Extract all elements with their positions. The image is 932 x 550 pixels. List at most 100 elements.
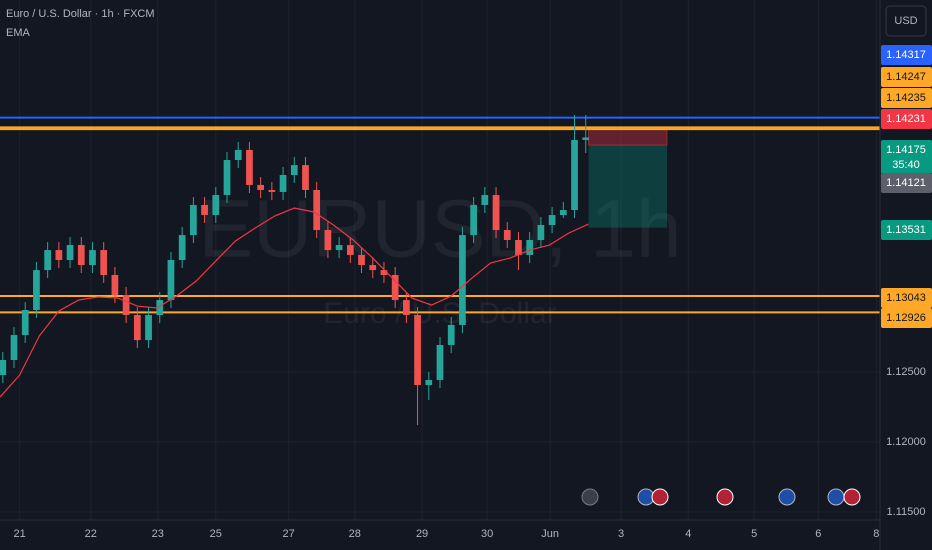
x-tick-label: 3 xyxy=(618,528,624,540)
position-target-zone xyxy=(588,145,668,228)
position-stop-zone xyxy=(588,129,668,146)
candle-body xyxy=(526,239,534,255)
candle-body xyxy=(358,254,365,266)
price-tag xyxy=(881,67,932,87)
event-icon[interactable] xyxy=(843,488,861,506)
candle-body xyxy=(100,250,108,275)
candle-body xyxy=(302,165,309,190)
event-icon[interactable] xyxy=(778,488,796,506)
candle-body xyxy=(66,245,74,260)
watermark: EURUSD, 1h xyxy=(198,184,681,275)
candle-body xyxy=(257,184,264,190)
x-tick-label: 28 xyxy=(349,528,361,540)
candle-body xyxy=(77,245,85,266)
candle-body xyxy=(380,270,388,275)
candle-body xyxy=(537,224,545,240)
candle-body xyxy=(268,189,276,192)
candle-body xyxy=(548,215,556,225)
price-tag-label: 1.12926 xyxy=(886,312,926,324)
price-tag xyxy=(881,173,932,193)
candle-body xyxy=(0,359,7,376)
x-tick-label: 4 xyxy=(685,528,691,540)
x-tick-label: 30 xyxy=(481,528,493,540)
price-tag xyxy=(881,308,932,328)
candle-body xyxy=(190,204,197,236)
candle-body xyxy=(246,149,253,185)
price-tag-label: 1.14121 xyxy=(886,177,926,189)
candle-body xyxy=(425,379,433,386)
candle-body xyxy=(313,189,321,231)
candle-body xyxy=(122,295,130,316)
candle-body xyxy=(55,250,63,260)
candle-body xyxy=(10,335,18,360)
x-tick-label: 8 xyxy=(873,528,879,540)
price-tag-label: 1.13043 xyxy=(886,292,926,304)
currency-label: USD xyxy=(894,15,917,27)
candle-body xyxy=(279,175,287,192)
candle-body xyxy=(335,245,343,251)
candle-body xyxy=(234,149,242,161)
price-tag xyxy=(881,109,932,129)
candle-body xyxy=(391,274,399,301)
price-tag-label: 1.14235 xyxy=(886,92,926,104)
currency-button[interactable] xyxy=(885,5,927,37)
candle-body xyxy=(481,195,489,205)
candle-body xyxy=(212,195,220,216)
candle-body xyxy=(571,140,578,211)
price-tag-label: 1.14317 xyxy=(886,49,926,61)
candle-body xyxy=(459,235,466,325)
candle-body xyxy=(167,260,175,301)
candle-body xyxy=(223,160,231,196)
price-tag xyxy=(881,140,932,174)
x-tick-label: 5 xyxy=(751,528,757,540)
chart-title: Euro / U.S. Dollar · 1h · FXCM xyxy=(6,8,155,20)
candle-body xyxy=(403,300,410,316)
price-tag xyxy=(881,88,932,108)
price-tag xyxy=(881,220,932,240)
event-icon[interactable] xyxy=(716,488,734,506)
x-tick-label: 27 xyxy=(283,528,295,540)
x-tick-label: 29 xyxy=(416,528,428,540)
legend-entry: EMA xyxy=(6,27,31,39)
x-tick-label: 23 xyxy=(152,528,164,540)
candle-body xyxy=(33,270,40,310)
candle-body xyxy=(290,165,298,176)
price-tag xyxy=(881,45,932,65)
event-icon[interactable] xyxy=(581,488,599,506)
candle-body xyxy=(89,250,96,266)
countdown: 35:40 xyxy=(892,159,920,171)
x-tick-label: 21 xyxy=(13,528,25,540)
candle-body xyxy=(145,315,152,341)
event-icon[interactable] xyxy=(827,488,845,506)
watermark-subtitle: Euro / U.S. Dollar xyxy=(323,297,556,330)
price-tag-label: 1.13531 xyxy=(886,224,926,236)
candle-body xyxy=(346,245,354,255)
price-tag-label: 1.14231 xyxy=(886,113,926,125)
candle-body xyxy=(503,230,511,240)
candle-body xyxy=(436,344,444,380)
candle-body xyxy=(44,250,52,271)
candle-body xyxy=(515,239,522,255)
price-tag-label: 1.14247 xyxy=(886,71,926,83)
candle-body xyxy=(111,274,119,296)
price-tag-label: 1.14175 xyxy=(886,144,926,156)
x-tick-label: 6 xyxy=(815,528,821,540)
price-tag xyxy=(881,288,932,308)
candle-body xyxy=(201,204,208,216)
candle-body xyxy=(447,324,455,345)
x-tick-label: 22 xyxy=(85,528,97,540)
event-icon[interactable] xyxy=(651,488,669,506)
candle-body xyxy=(559,210,567,216)
y-tick-label: 1.12000 xyxy=(886,436,926,448)
candle-body xyxy=(492,195,500,231)
candle-body xyxy=(324,230,332,251)
candle-body xyxy=(156,300,164,316)
y-tick-label: 1.12500 xyxy=(886,366,926,378)
x-tick-label: Jun xyxy=(541,528,559,540)
ema-line xyxy=(0,207,589,398)
candle-body xyxy=(470,204,477,236)
candle-body xyxy=(414,315,421,386)
